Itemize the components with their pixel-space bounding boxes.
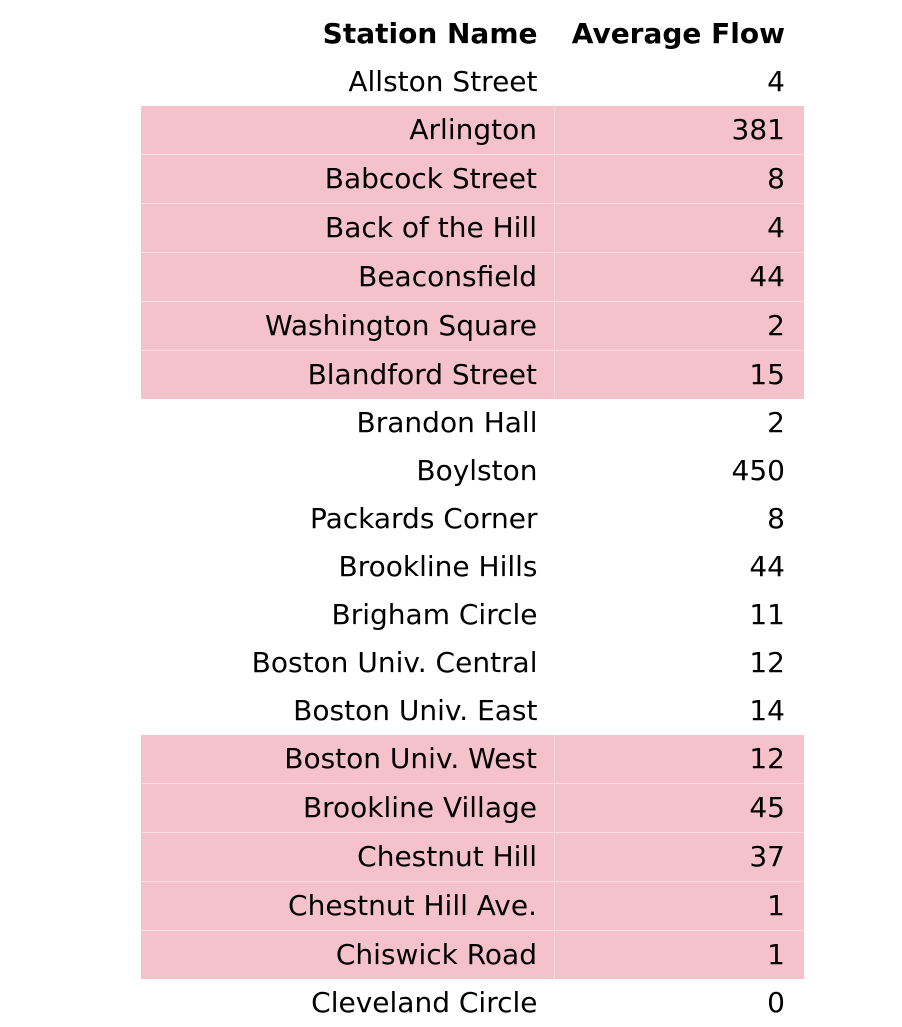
station-name-cell: Allston Street: [348, 65, 538, 98]
station-name-cell: Chestnut Hill: [141, 832, 555, 882]
table-row: Brandon Hall 2: [141, 399, 804, 447]
station-name-cell: Chiswick Road: [141, 930, 555, 979]
average-flow-cell: 14: [749, 694, 785, 727]
table-row: Chestnut Hill Ave. 1: [141, 881, 804, 931]
average-flow-cell: 4: [767, 65, 785, 98]
table-row: Boston Univ. West 12: [141, 735, 804, 784]
station-name-cell: Boston Univ. West: [141, 735, 555, 784]
station-name-cell: Washington Square: [141, 301, 555, 351]
average-flow-cell: 12: [749, 646, 785, 679]
station-name-header: Station Name: [322, 17, 538, 50]
average-flow-cell: 4: [554, 203, 804, 253]
table-row: Boylston 450: [141, 447, 804, 495]
station-name-cell: Boylston: [416, 454, 538, 487]
table-row: Back of the Hill 4: [141, 203, 804, 253]
station-flow-table: Station Name Average Flow Allston Street…: [141, 10, 804, 1027]
station-name-cell: Cleveland Circle: [311, 986, 538, 1019]
table-row: Chestnut Hill 37: [141, 832, 804, 882]
station-name-cell: Brandon Hall: [356, 406, 538, 439]
station-name-cell: Boston Univ. East: [293, 694, 538, 727]
station-name-cell: Babcock Street: [141, 154, 555, 204]
average-flow-cell: 12: [554, 735, 804, 784]
table-row: Beaconsfield 44: [141, 252, 804, 302]
average-flow-cell: 2: [767, 406, 785, 439]
station-name-cell: Beaconsfield: [141, 252, 555, 302]
station-name-cell: Brookline Hills: [338, 550, 538, 583]
table-row: Arlington 381: [141, 106, 804, 155]
average-flow-cell: 2: [554, 301, 804, 351]
table-body: Allston Street 4 Arlington 381 Babcock Str…: [141, 58, 804, 1027]
average-flow-cell: 8: [767, 502, 785, 535]
table-row: Boston Univ. East 14: [141, 687, 804, 735]
average-flow-header: Average Flow: [571, 17, 785, 50]
station-name-cell: Brookline Village: [141, 783, 555, 833]
average-flow-cell: 44: [749, 550, 785, 583]
average-flow-cell: 44: [554, 252, 804, 302]
table-row: Brookline Hills 44: [141, 543, 804, 591]
average-flow-cell: 45: [554, 783, 804, 833]
average-flow-cell: 0: [767, 986, 785, 1019]
station-name-cell: Arlington: [141, 106, 555, 155]
station-name-cell: Boston Univ. Central: [251, 646, 538, 679]
average-flow-cell: 1: [554, 881, 804, 931]
average-flow-cell: 1: [554, 930, 804, 979]
table-row: Brigham Circle 11: [141, 591, 804, 639]
table-row: Babcock Street 8: [141, 154, 804, 204]
average-flow-cell: 381: [554, 106, 804, 155]
header-row: Station Name Average Flow: [141, 10, 804, 58]
average-flow-cell: 11: [749, 598, 785, 631]
table-row: Allston Street 4: [141, 58, 804, 106]
station-name-cell: Packards Corner: [309, 502, 538, 535]
table-row: Washington Square 2: [141, 301, 804, 351]
station-name-cell: Back of the Hill: [141, 203, 555, 253]
table-row: Packards Corner 8: [141, 495, 804, 543]
average-flow-cell: 450: [731, 454, 785, 487]
station-name-cell: Chestnut Hill Ave.: [141, 881, 555, 931]
station-name-cell: Blandford Street: [141, 350, 555, 399]
table-header: Station Name Average Flow: [141, 10, 804, 58]
table-row: Boston Univ. Central 12: [141, 639, 804, 687]
table-row: Chiswick Road 1: [141, 930, 804, 979]
average-flow-cell: 8: [554, 154, 804, 204]
table-row: Cleveland Circle 0: [141, 979, 804, 1027]
table-row: Brookline Village 45: [141, 783, 804, 833]
station-name-cell: Brigham Circle: [331, 598, 538, 631]
average-flow-cell: 37: [554, 832, 804, 882]
average-flow-cell: 15: [554, 350, 804, 399]
table-row: Blandford Street 15: [141, 350, 804, 399]
